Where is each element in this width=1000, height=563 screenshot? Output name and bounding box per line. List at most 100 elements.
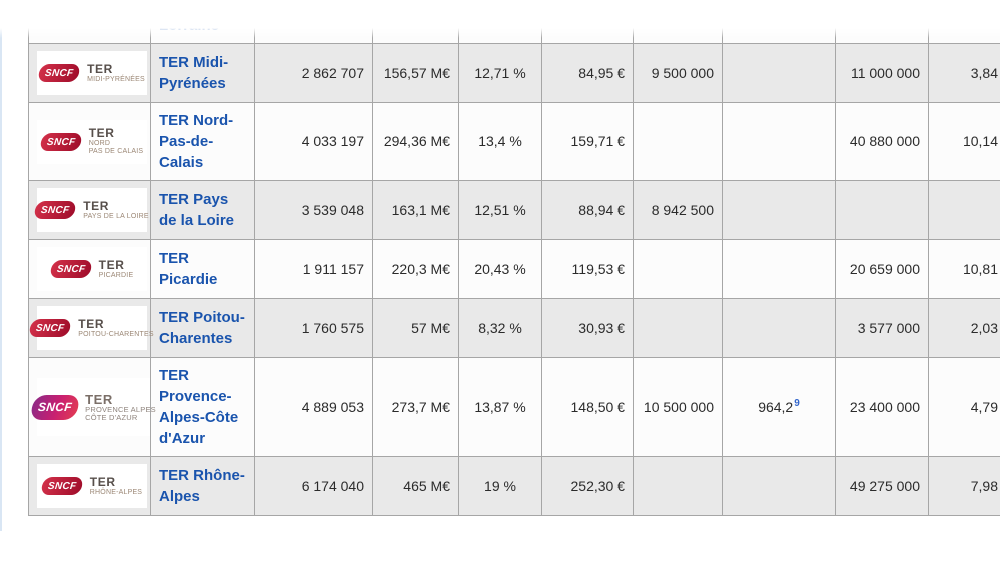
value-cell: 964,29 xyxy=(722,357,836,457)
value-cell: 40 880 000 xyxy=(835,102,929,181)
footnote-ref[interactable]: 9 xyxy=(794,397,800,409)
region-link[interactable]: TER Nord-Pas-de-Calais xyxy=(159,112,234,171)
passengers-cell: 1 760 575 xyxy=(254,298,373,358)
table-row: SNCF TER PICARDIE TER Picardie 1 911 157… xyxy=(28,239,1000,299)
value-cell: 4,79 xyxy=(928,357,1000,457)
region-link[interactable]: TER Pays de la Loire xyxy=(159,191,235,229)
cell-empty xyxy=(541,0,634,44)
value-cell xyxy=(722,180,836,240)
sncf-ter-logo[interactable]: SNCF TER POITOU-CHARENTES xyxy=(28,306,154,350)
passengers-cell: 3 539 048 xyxy=(254,180,373,240)
sncf-ter-logo[interactable]: SNCF TER PAYS DE LA LOIRE xyxy=(33,188,149,232)
sncf-logo-badge: SNCF xyxy=(38,132,83,151)
logo-ter-label: TER xyxy=(83,198,110,213)
table-row: SNCF TER NORD PAS DE CALAIS TER Nord-Pas… xyxy=(28,102,1000,181)
logo-cell: SNCF TER MIDI-PYRÉNÉES xyxy=(28,43,151,103)
logo-region-label: NORD xyxy=(88,140,111,147)
logo-region-label: POITOU-CHARENTES xyxy=(78,330,154,338)
value-cell: 3 577 000 xyxy=(835,298,929,358)
passengers-cell: 2 862 707 xyxy=(254,43,373,103)
percent-cell: 12,51 % xyxy=(458,180,542,240)
sncf-ter-logo[interactable]: SNCF TER NORD PAS DE CALAIS xyxy=(37,119,147,164)
table-row-lorraine-partial: TER Lorraine xyxy=(28,0,1000,44)
euro-cell: 159,71 € xyxy=(541,102,634,181)
euro-cell: 252,30 € xyxy=(541,456,634,516)
budget-cell: 273,7 M€ xyxy=(372,357,459,457)
left-border-line xyxy=(0,0,2,531)
region-link[interactable]: TER Rhône-Alpes xyxy=(159,467,245,505)
cell-empty xyxy=(458,0,542,44)
table-row: SNCF TER PAYS DE LA LOIRE TER Pays de la… xyxy=(28,180,1000,240)
logo-cell: SNCF TER NORD PAS DE CALAIS xyxy=(28,102,151,181)
logo-region-label: MIDI-PYRÉNÉES xyxy=(87,75,145,83)
region-link[interactable]: TER Midi-Pyrénées xyxy=(159,54,229,92)
logo-cell xyxy=(28,0,151,44)
value-cell xyxy=(633,298,723,358)
sncf-logo-badge: SNCF xyxy=(37,64,81,82)
value-cell: 9 500 000 xyxy=(633,43,723,103)
logo-region-label: RHÔNE-ALPES xyxy=(89,488,143,496)
logo-region-label: PAS DE CALAIS xyxy=(88,148,144,155)
region-cell: TER Provence-Alpes-Côte d'Azur xyxy=(150,357,255,457)
sncf-ter-logo[interactable]: SNCF TER RHÔNE-ALPES xyxy=(37,464,147,508)
percent-cell: 19 % xyxy=(458,456,542,516)
euro-cell: 148,50 € xyxy=(541,357,634,457)
table-row: SNCF TER RHÔNE-ALPES TER Rhône-Alpes 6 1… xyxy=(28,456,1000,516)
region-cell: TER Midi-Pyrénées xyxy=(150,43,255,103)
region-link[interactable]: TER Picardie xyxy=(159,250,218,288)
sncf-logo-badge: SNCF xyxy=(29,394,81,420)
logo-cell: SNCF TER RHÔNE-ALPES xyxy=(28,456,151,516)
value-cell xyxy=(722,239,836,299)
region-cell: TER Pays de la Loire xyxy=(150,180,255,240)
value-cell: 2,03 xyxy=(928,298,1000,358)
logo-cell: SNCF TER PROVENCE ALPES CÔTE D'AZUR xyxy=(28,357,156,457)
region-cell: TER Nord-Pas-de-Calais xyxy=(150,102,255,181)
logo-ter-label: TER xyxy=(87,61,113,76)
percent-cell: 13,4 % xyxy=(458,102,542,181)
percent-cell: 12,71 % xyxy=(458,43,542,103)
cell-empty xyxy=(633,0,723,44)
sncf-logo-badge: SNCF xyxy=(39,477,84,495)
logo-region-label: PAYS DE LA LOIRE xyxy=(83,212,149,220)
sncf-ter-logo[interactable]: SNCF TER PROVENCE ALPES CÔTE D'AZUR xyxy=(29,378,156,436)
euro-cell: 30,93 € xyxy=(541,298,634,358)
sncf-ter-logo[interactable]: SNCF TER MIDI-PYRÉNÉES xyxy=(37,51,147,95)
budget-cell: 465 M€ xyxy=(372,456,459,516)
logo-region-label: PROVENCE ALPES xyxy=(85,404,156,414)
logo-ter-label: TER xyxy=(98,257,125,272)
ter-table-wrapper: TER Lorraine SNCF TER MI xyxy=(28,0,1000,516)
budget-cell: 163,1 M€ xyxy=(372,180,459,240)
value-cell: 11 000 000 xyxy=(835,43,929,103)
value-cell xyxy=(722,102,836,181)
logo-cell: SNCF TER PICARDIE xyxy=(28,239,151,299)
value-cell: 3,84 xyxy=(928,43,1000,103)
budget-cell: 294,36 M€ xyxy=(372,102,459,181)
budget-cell: 156,57 M€ xyxy=(372,43,459,103)
cell-empty xyxy=(372,0,459,44)
value-cell xyxy=(633,239,723,299)
region-link-lorraine[interactable]: TER Lorraine xyxy=(159,0,220,34)
value-cell: 10 500 000 xyxy=(633,357,723,457)
value-cell xyxy=(722,456,836,516)
value-cell xyxy=(633,102,723,181)
table-row: SNCF TER POITOU-CHARENTES TER Poitou-Cha… xyxy=(28,298,1000,358)
cell-empty xyxy=(835,0,929,44)
percent-cell: 13,87 % xyxy=(458,357,542,457)
passengers-cell: 4 033 197 xyxy=(254,102,373,181)
region-cell: TER Poitou-Charentes xyxy=(150,298,255,358)
cell-empty xyxy=(722,0,836,44)
value-cell: 20 659 000 xyxy=(835,239,929,299)
percent-cell: 8,32 % xyxy=(458,298,542,358)
sncf-ter-logo[interactable]: SNCF TER PICARDIE xyxy=(37,247,147,291)
value-cell xyxy=(722,298,836,358)
budget-cell: 57 M€ xyxy=(372,298,459,358)
logo-ter-label: TER xyxy=(88,126,115,140)
region-link[interactable]: TER Poitou-Charentes xyxy=(159,309,245,347)
value-cell xyxy=(835,180,929,240)
value-cell xyxy=(633,456,723,516)
logo-region-label: PICARDIE xyxy=(98,271,134,279)
region-link[interactable]: TER Provence-Alpes-Côte d'Azur xyxy=(159,367,239,447)
logo-cell: SNCF TER POITOU-CHARENTES xyxy=(28,298,154,358)
region-cell: TER Lorraine xyxy=(150,0,255,44)
